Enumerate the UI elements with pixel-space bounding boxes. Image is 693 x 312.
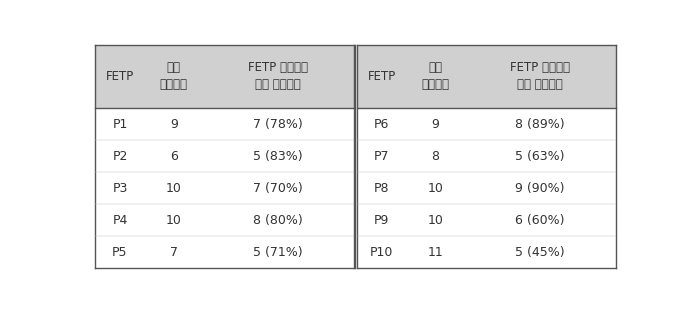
Text: FETP 훈련생의
참여 유행건수: FETP 훈련생의 참여 유행건수 <box>510 61 570 91</box>
Bar <box>356 140 615 172</box>
Text: P4: P4 <box>112 214 128 227</box>
Text: P9: P9 <box>374 214 389 227</box>
Text: P3: P3 <box>112 182 128 195</box>
Text: 5 (83%): 5 (83%) <box>253 150 303 163</box>
Text: P6: P6 <box>374 118 389 131</box>
Bar <box>95 140 354 172</box>
Bar <box>95 45 354 108</box>
Text: 10: 10 <box>166 214 182 227</box>
Text: 주요
유행건수: 주요 유행건수 <box>159 61 188 91</box>
Text: 7 (70%): 7 (70%) <box>253 182 303 195</box>
Bar <box>356 204 615 236</box>
Text: 9: 9 <box>170 118 177 131</box>
Text: 10: 10 <box>428 182 444 195</box>
Text: 8 (89%): 8 (89%) <box>515 118 565 131</box>
Text: 9 (90%): 9 (90%) <box>515 182 565 195</box>
Bar <box>356 45 615 108</box>
Text: P10: P10 <box>370 246 394 259</box>
Text: 9: 9 <box>432 118 439 131</box>
Text: 5 (71%): 5 (71%) <box>253 246 303 259</box>
Text: P2: P2 <box>112 150 128 163</box>
Text: 7: 7 <box>170 246 177 259</box>
Bar <box>95 204 354 236</box>
Text: 5 (45%): 5 (45%) <box>515 246 565 259</box>
Text: 10: 10 <box>166 182 182 195</box>
Text: P5: P5 <box>112 246 128 259</box>
Bar <box>356 172 615 204</box>
Text: 11: 11 <box>428 246 444 259</box>
Text: 10: 10 <box>428 214 444 227</box>
Text: P7: P7 <box>374 150 389 163</box>
Bar <box>95 236 354 268</box>
Text: FETP: FETP <box>368 70 396 83</box>
Text: 5 (63%): 5 (63%) <box>515 150 565 163</box>
Bar <box>95 172 354 204</box>
Text: P1: P1 <box>112 118 128 131</box>
Text: 주요
유행건수: 주요 유행건수 <box>421 61 450 91</box>
Bar <box>356 236 615 268</box>
Bar <box>356 108 615 140</box>
Text: 6 (60%): 6 (60%) <box>515 214 565 227</box>
Text: 7 (78%): 7 (78%) <box>253 118 303 131</box>
Bar <box>95 108 354 140</box>
Text: 6: 6 <box>170 150 177 163</box>
Text: P8: P8 <box>374 182 389 195</box>
Text: 8: 8 <box>432 150 439 163</box>
Text: 8 (80%): 8 (80%) <box>253 214 303 227</box>
Text: FETP: FETP <box>106 70 134 83</box>
Text: FETP 훈련생의
참여 유행건수: FETP 훈련생의 참여 유행건수 <box>248 61 308 91</box>
